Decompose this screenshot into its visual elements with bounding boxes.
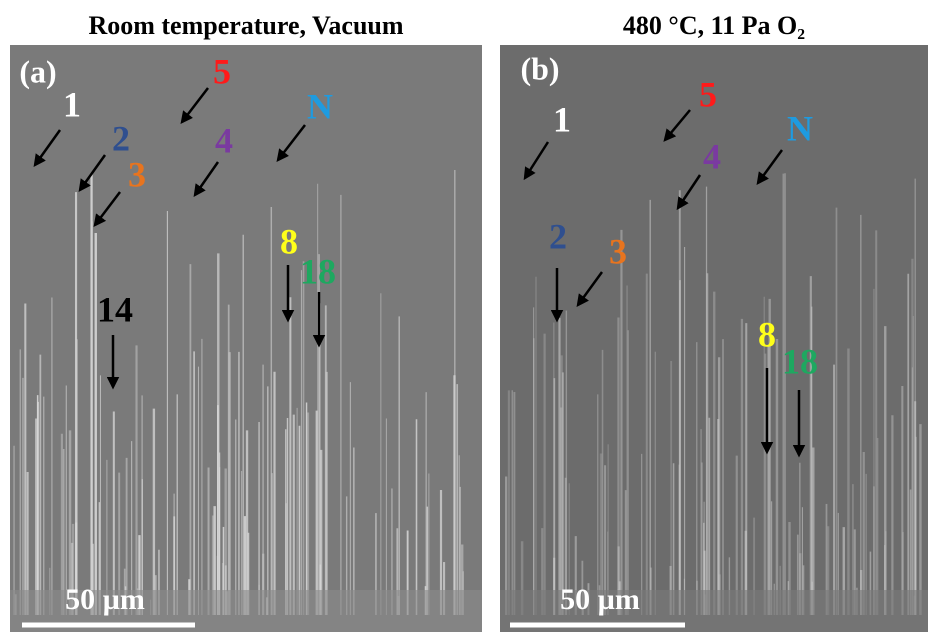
wire-marker: N bbox=[307, 86, 333, 126]
panel-label: (a) bbox=[19, 53, 56, 89]
arrow bbox=[576, 271, 604, 308]
wire-marker: 2 bbox=[549, 216, 567, 256]
arrow bbox=[33, 129, 62, 168]
wire-marker: 4 bbox=[215, 120, 233, 160]
scale-bar-label: 50 µm bbox=[65, 583, 145, 616]
arrow bbox=[78, 154, 107, 193]
panel-title: 480 °C, 11 Pa O₂ bbox=[623, 11, 805, 40]
scale-bar-label: 50 µm bbox=[560, 583, 640, 616]
panel: Room temperature, Vacuum(a)50 µm15234N81… bbox=[19, 11, 404, 628]
arrow bbox=[93, 191, 121, 227]
wire-marker: 1 bbox=[63, 84, 81, 124]
wire-marker: 2 bbox=[112, 118, 130, 158]
wire-marker: 3 bbox=[609, 231, 627, 271]
arrow bbox=[676, 174, 702, 211]
wire-marker: 5 bbox=[213, 51, 231, 91]
arrow bbox=[663, 109, 691, 142]
wire-marker: 18 bbox=[782, 341, 818, 381]
wire-marker: 1 bbox=[553, 99, 571, 139]
wire-marker: 8 bbox=[758, 314, 776, 354]
arrow bbox=[523, 141, 550, 181]
arrow bbox=[193, 161, 220, 198]
arrow bbox=[276, 124, 306, 162]
sem-image-b bbox=[500, 45, 928, 632]
wire-marker: 4 bbox=[703, 136, 721, 176]
wire-marker: 5 bbox=[699, 74, 717, 114]
wire-marker: 3 bbox=[128, 154, 146, 194]
wire-marker: 14 bbox=[97, 289, 133, 329]
wire-marker: 8 bbox=[280, 221, 298, 261]
arrow bbox=[180, 87, 209, 124]
panel-title: Room temperature, Vacuum bbox=[88, 11, 403, 40]
panel: 480 °C, 11 Pa O₂ (b) 50 µm 1 5 4 N 2 3 818 bbox=[510, 11, 818, 628]
panel-label: (b) bbox=[520, 50, 559, 86]
arrow bbox=[756, 149, 784, 186]
wire-marker: N bbox=[787, 108, 813, 148]
wire-marker: 18 bbox=[300, 251, 336, 291]
